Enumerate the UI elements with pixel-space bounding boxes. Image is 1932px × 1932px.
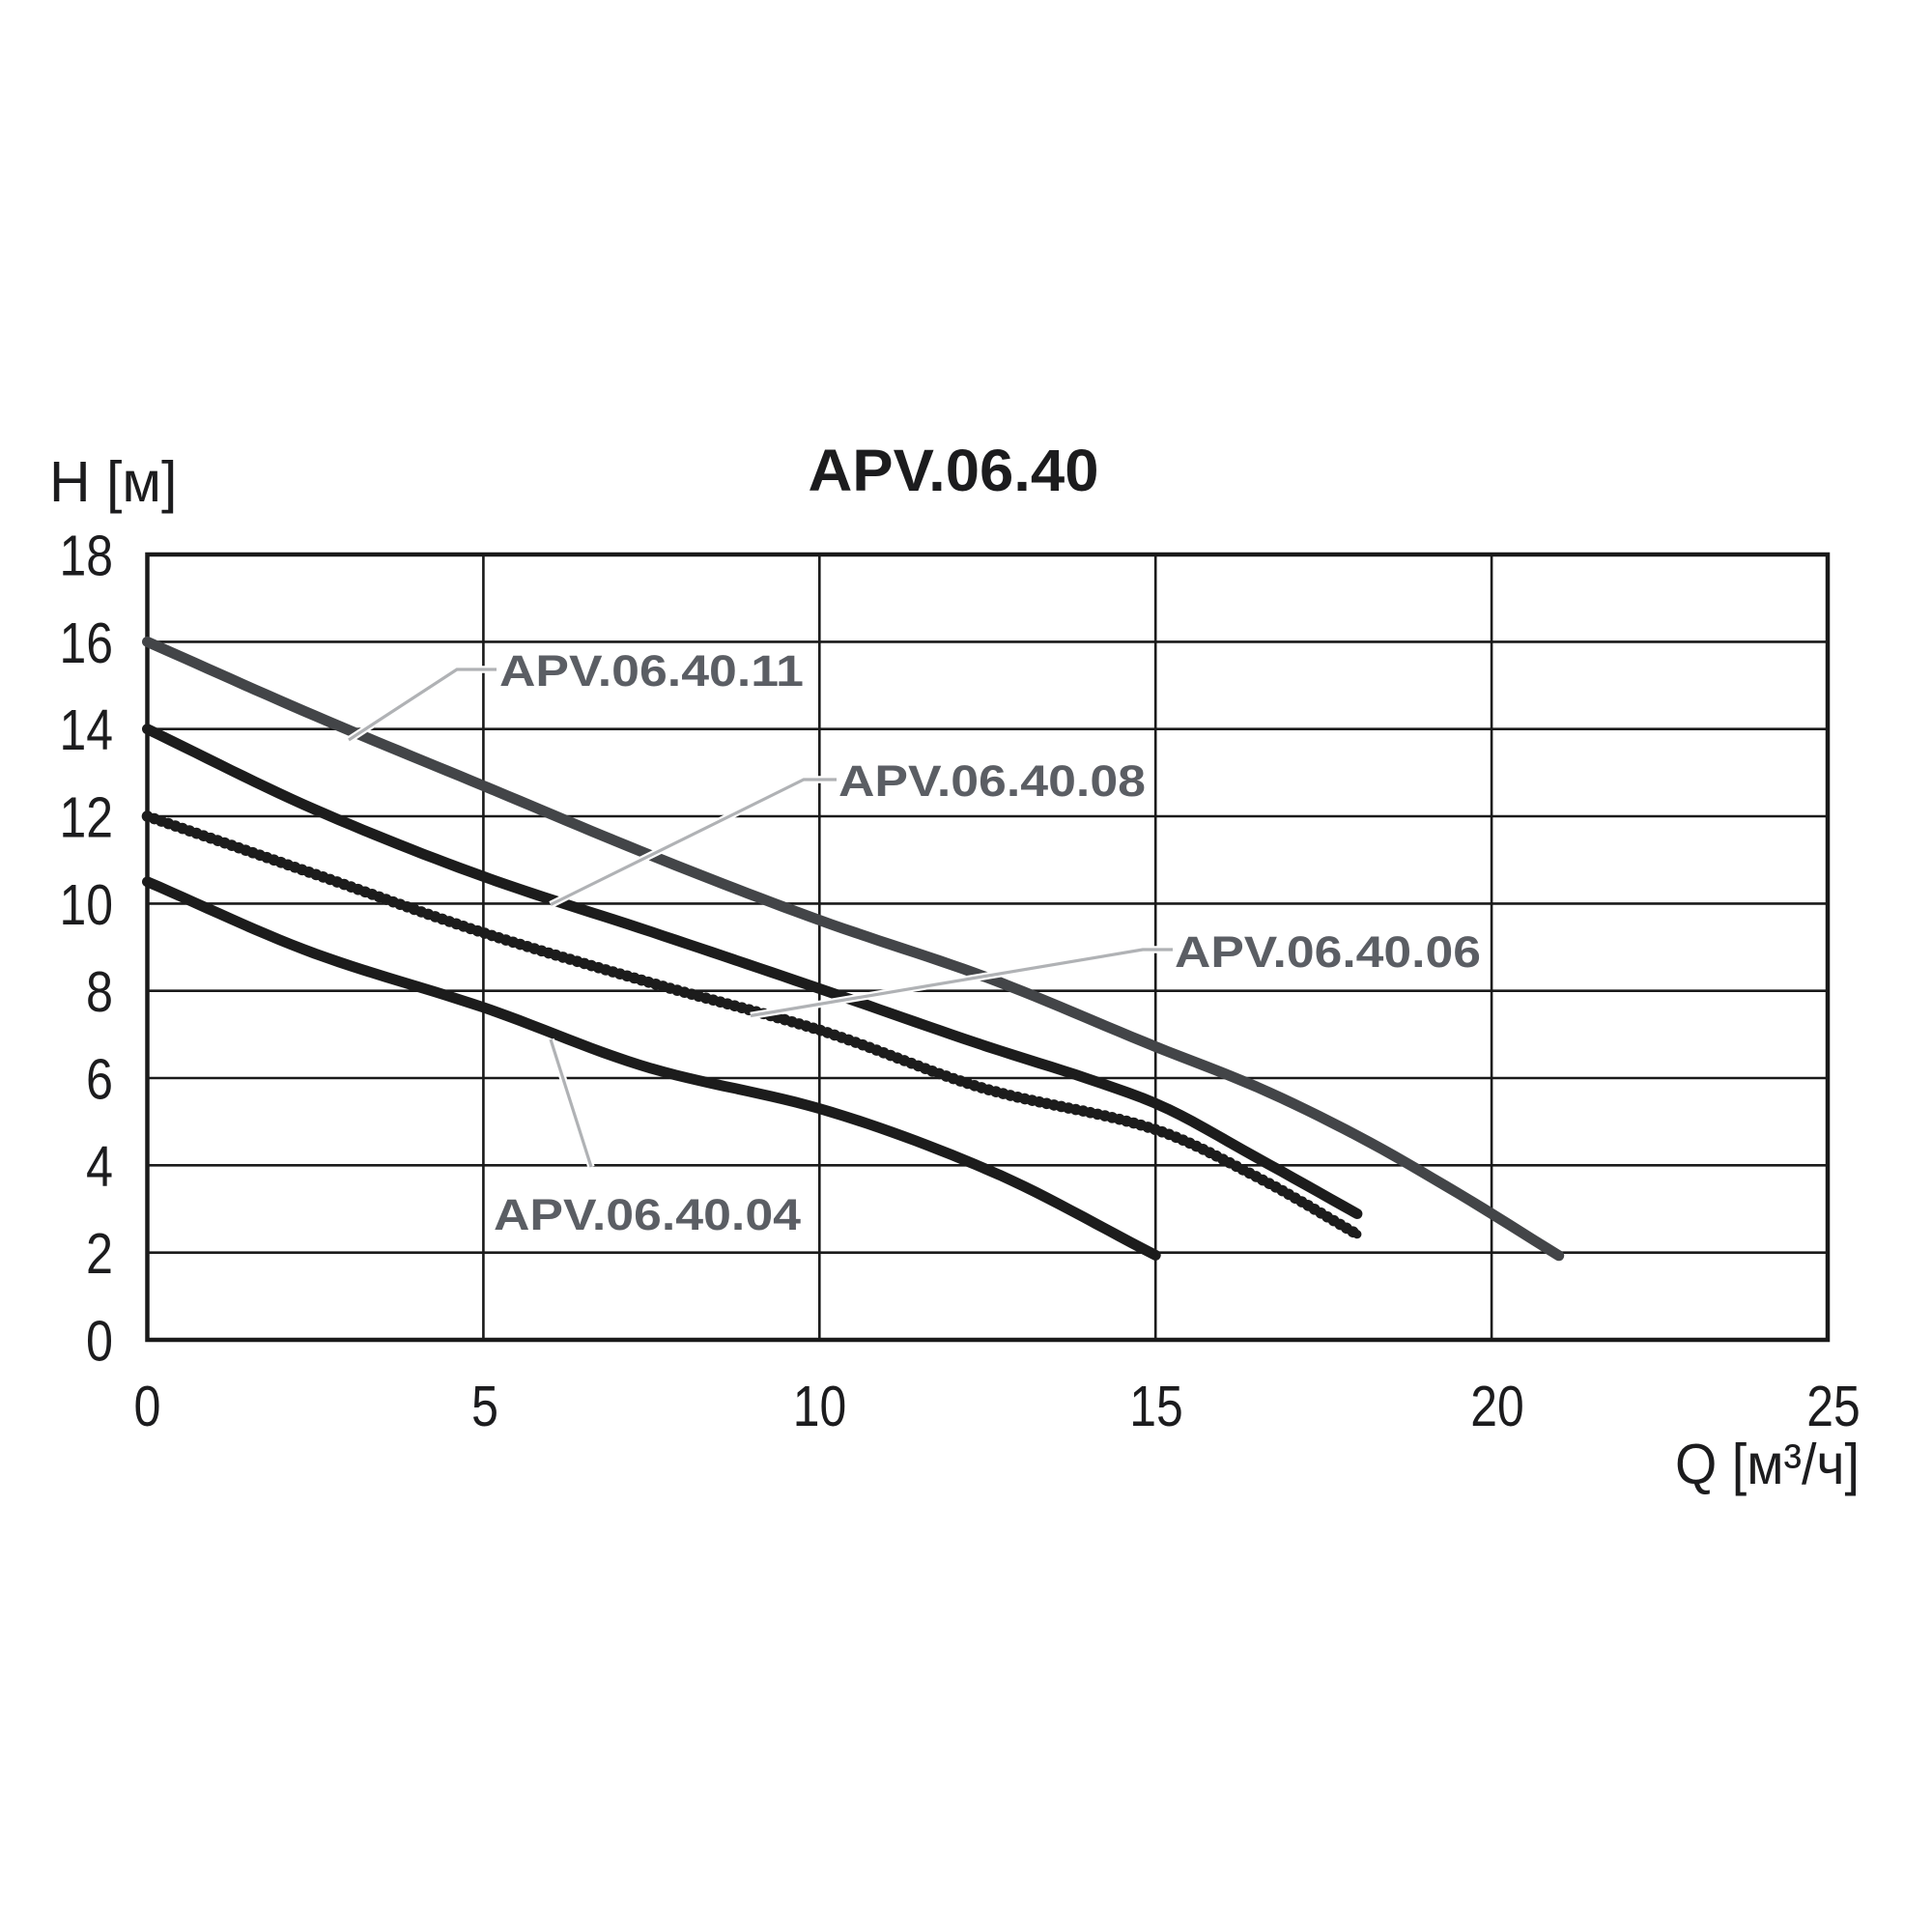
svg-text:18: 18: [60, 525, 114, 588]
svg-text:APV.06.40: APV.06.40: [809, 438, 1099, 503]
svg-text:4: 4: [86, 1135, 113, 1199]
svg-text:APV.06.40.06: APV.06.40.06: [1175, 927, 1481, 977]
svg-text:16: 16: [60, 611, 114, 675]
svg-text:8: 8: [86, 960, 113, 1024]
svg-text:12: 12: [60, 786, 114, 850]
svg-text:2: 2: [86, 1222, 113, 1286]
svg-text:15: 15: [1129, 1375, 1183, 1438]
svg-text:14: 14: [60, 698, 114, 762]
svg-text:5: 5: [471, 1375, 498, 1438]
svg-text:H [м]: H [м]: [49, 450, 177, 514]
svg-text:25: 25: [1806, 1375, 1861, 1438]
svg-text:APV.06.40.11: APV.06.40.11: [499, 646, 804, 696]
svg-text:APV.06.40.04: APV.06.40.04: [494, 1190, 801, 1239]
svg-text:0: 0: [86, 1310, 113, 1374]
svg-text:0: 0: [134, 1375, 161, 1438]
svg-text:Q [м³/ч]: Q [м³/ч]: [1675, 1433, 1860, 1496]
svg-text:10: 10: [793, 1375, 847, 1438]
svg-text:APV.06.40.08: APV.06.40.08: [838, 756, 1146, 806]
svg-text:10: 10: [60, 873, 114, 937]
svg-text:6: 6: [86, 1048, 113, 1112]
svg-text:20: 20: [1470, 1375, 1524, 1438]
